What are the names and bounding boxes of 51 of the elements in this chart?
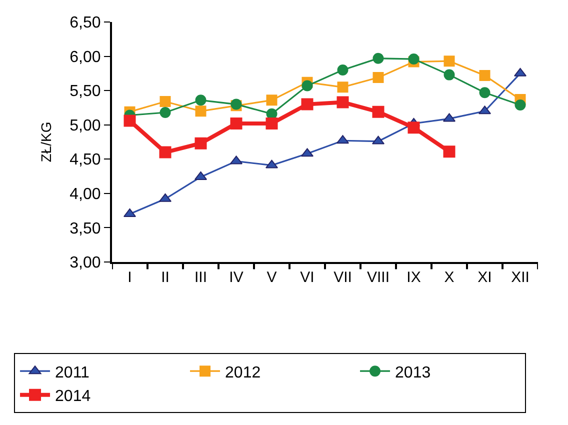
x-tick-label: XII <box>511 269 530 286</box>
x-tick-label: III <box>194 269 208 286</box>
point <box>266 94 278 106</box>
y-tick-label: 5,50 <box>70 83 101 100</box>
legend-label: 2012 <box>225 364 261 382</box>
point <box>302 80 313 92</box>
point <box>443 146 456 158</box>
point <box>372 72 384 84</box>
point <box>301 98 314 110</box>
point <box>195 106 206 117</box>
x-tick-label: XI <box>478 269 492 286</box>
point <box>160 96 171 108</box>
point <box>266 117 278 130</box>
point <box>408 54 420 65</box>
x-tick-label: IV <box>229 269 244 286</box>
x-tick-label: VII <box>334 269 352 286</box>
point <box>444 56 455 67</box>
point <box>479 87 490 98</box>
y-tick-label: 5,00 <box>70 117 101 134</box>
y-tick-label: 4,50 <box>70 152 101 169</box>
point <box>514 99 526 110</box>
x-tick-label: IX <box>406 269 421 286</box>
legend-label: 2011 <box>55 364 90 382</box>
x-tick-label: II <box>161 269 170 286</box>
legend-label: 2014 <box>55 388 91 406</box>
x-tick-label: VIII <box>366 269 390 286</box>
point <box>160 107 171 118</box>
point <box>408 122 420 134</box>
point <box>336 96 349 108</box>
point <box>124 114 136 127</box>
point <box>230 117 242 130</box>
y-tick-label: 3,50 <box>70 220 101 238</box>
y-tick-label: 3,00 <box>70 254 101 272</box>
point <box>372 106 384 118</box>
point <box>337 82 348 93</box>
y-tick-label: 4,00 <box>70 186 101 204</box>
x-tick-label: V <box>266 269 277 286</box>
point <box>195 94 206 106</box>
point <box>372 52 384 64</box>
y-tick-label: 6,00 <box>70 48 101 66</box>
y-axis-title: ZŁ/KG <box>38 122 54 162</box>
point <box>479 70 490 81</box>
x-tick-label: VI <box>300 269 314 286</box>
y-tick-label: 6,50 <box>70 14 101 32</box>
x-tick-label: I <box>128 269 132 286</box>
point <box>444 69 455 80</box>
point <box>337 64 348 76</box>
x-tick-label: X <box>444 269 454 286</box>
point <box>194 137 207 150</box>
legend-label: 2013 <box>395 364 431 382</box>
point <box>159 146 172 158</box>
